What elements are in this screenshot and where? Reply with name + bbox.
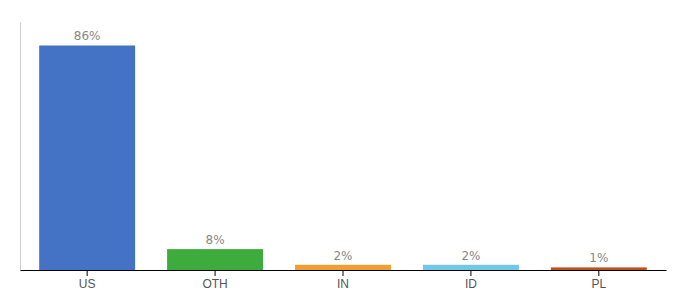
x-axis: US OTH IN ID PL: [21, 270, 667, 291]
x-tick: IN: [337, 270, 349, 291]
x-tick: US: [79, 270, 96, 291]
chart-container: US OTH IN ID PL 86% 8% 2% 2% 1%: [0, 0, 680, 300]
x-tick-mark: [598, 270, 599, 276]
x-tick: OTH: [202, 270, 227, 291]
bar: [167, 249, 263, 270]
x-tick: PL: [591, 270, 606, 291]
x-tick-mark: [87, 270, 88, 276]
x-tick-mark: [343, 270, 344, 276]
x-tick-label: IN: [337, 277, 349, 291]
bar: [551, 267, 647, 270]
x-tick-mark: [470, 270, 471, 276]
bar: [295, 265, 391, 270]
x-tick-label: ID: [465, 277, 477, 291]
x-tick-mark: [215, 270, 216, 276]
data-label: 86%: [74, 29, 101, 43]
data-label: 1%: [589, 251, 608, 265]
data-label: 2%: [461, 249, 480, 263]
x-tick: ID: [465, 270, 477, 291]
bars: [39, 45, 647, 270]
bar: [423, 265, 519, 270]
chart-svg: US OTH IN ID PL 86% 8% 2% 2% 1%: [0, 0, 680, 300]
y-axis: [20, 23, 21, 271]
data-labels: 86% 8% 2% 2% 1%: [74, 29, 609, 265]
data-label: 2%: [333, 249, 352, 263]
y-axis-line: [20, 23, 21, 271]
plot: US OTH IN ID PL 86% 8% 2% 2% 1%: [21, 23, 667, 291]
x-tick-label: OTH: [202, 277, 227, 291]
x-tick-label: US: [79, 277, 96, 291]
bar: [39, 45, 135, 270]
x-tick-label: PL: [591, 277, 606, 291]
data-label: 8%: [206, 233, 225, 247]
